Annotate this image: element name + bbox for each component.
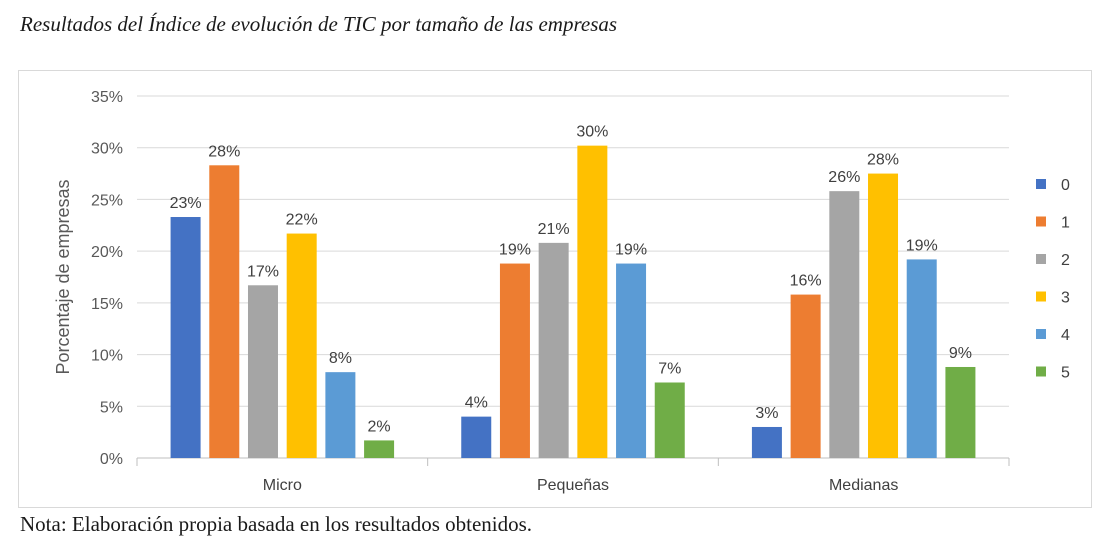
legend-label: 4 <box>1061 327 1070 344</box>
data-label: 7% <box>658 360 681 377</box>
legend-label: 2 <box>1061 252 1070 269</box>
y-tick-label: 10% <box>91 348 123 365</box>
bar-micro-series-4 <box>325 372 356 458</box>
legend-label: 5 <box>1061 365 1070 382</box>
data-label: 17% <box>247 263 279 280</box>
data-label: 19% <box>615 242 647 259</box>
bar-micro-series-5 <box>364 440 395 458</box>
legend-swatch-3 <box>1036 291 1046 302</box>
bar-pequeñas-series-3 <box>577 145 608 458</box>
bar-pequeñas-series-1 <box>499 263 530 458</box>
bar-pequeñas-series-2 <box>538 242 569 458</box>
data-label: 26% <box>828 169 860 186</box>
legend-label: 3 <box>1061 290 1070 307</box>
data-label: 22% <box>286 212 318 229</box>
bar-pequeñas-series-4 <box>616 263 647 458</box>
data-label: 23% <box>170 195 202 212</box>
chart-frame: 0% 5% 10% 15% 20% 25% 30% 35% Porcentaje de empr… <box>18 70 1092 508</box>
data-label: 30% <box>576 124 608 141</box>
x-tick-label: Micro <box>263 477 302 494</box>
data-label: 19% <box>906 237 938 254</box>
data-label: 2% <box>368 418 391 435</box>
axes: 0% 5% 10% 15% 20% 25% 30% 35% Porcentaje de empr… <box>53 89 1010 494</box>
data-label: 16% <box>790 273 822 290</box>
bars <box>170 145 976 459</box>
legend: 0 1 2 3 4 5 <box>1036 177 1070 382</box>
bar-pequeñas-series-5 <box>654 382 685 458</box>
bar-medianas-series-4 <box>906 259 937 458</box>
y-axis-title: Porcentaje de empresas <box>53 179 73 374</box>
bar-micro-series-1 <box>209 165 240 458</box>
figure-note: Nota: Elaboración propia basada en los r… <box>20 512 533 536</box>
data-label: 9% <box>949 345 972 362</box>
bar-micro-series-0 <box>170 217 201 458</box>
legend-label: 0 <box>1061 177 1070 194</box>
data-label: 28% <box>208 143 240 160</box>
bar-micro-series-3 <box>286 233 317 458</box>
legend-swatch-5 <box>1036 366 1046 377</box>
bar-chart: 0% 5% 10% 15% 20% 25% 30% 35% Porcentaje de empr… <box>53 89 1070 494</box>
bar-medianas-series-3 <box>868 173 899 459</box>
gridlines <box>137 95 1009 459</box>
x-tick-label: Pequeñas <box>537 477 609 494</box>
data-label: 8% <box>329 350 352 367</box>
y-tick-label: 25% <box>91 192 123 209</box>
bar-medianas-series-0 <box>751 426 782 458</box>
bar-medianas-series-1 <box>790 294 821 458</box>
legend-swatch-1 <box>1036 216 1046 227</box>
legend-swatch-2 <box>1036 254 1046 264</box>
y-tick-label: 0% <box>100 451 123 468</box>
x-tick-label: Medianas <box>829 477 898 494</box>
bar-medianas-series-5 <box>945 366 976 458</box>
figure-caption: Resultados del Índice de evolución de TI… <box>20 12 618 36</box>
bar-micro-series-2 <box>247 285 278 458</box>
legend-label: 1 <box>1061 215 1070 232</box>
y-tick-label: 20% <box>91 244 123 261</box>
data-labels: 23% 28% 17% 22% 8% 2% 4% 19% 21% 30% 19% 7% 3% 16% 26%… <box>170 124 972 436</box>
y-tick-label: 5% <box>100 399 123 416</box>
y-tick-label: 15% <box>91 296 123 313</box>
y-tick-label: 30% <box>91 141 123 158</box>
data-label: 4% <box>465 395 488 412</box>
bar-pequeñas-series-0 <box>461 416 492 458</box>
y-tick-label: 35% <box>91 89 123 106</box>
data-label: 3% <box>755 405 778 422</box>
data-label: 21% <box>538 221 570 238</box>
data-label: 19% <box>499 242 531 259</box>
legend-swatch-4 <box>1036 329 1046 339</box>
data-label: 28% <box>867 152 899 169</box>
legend-swatch-0 <box>1036 179 1046 189</box>
bar-medianas-series-2 <box>829 191 860 458</box>
